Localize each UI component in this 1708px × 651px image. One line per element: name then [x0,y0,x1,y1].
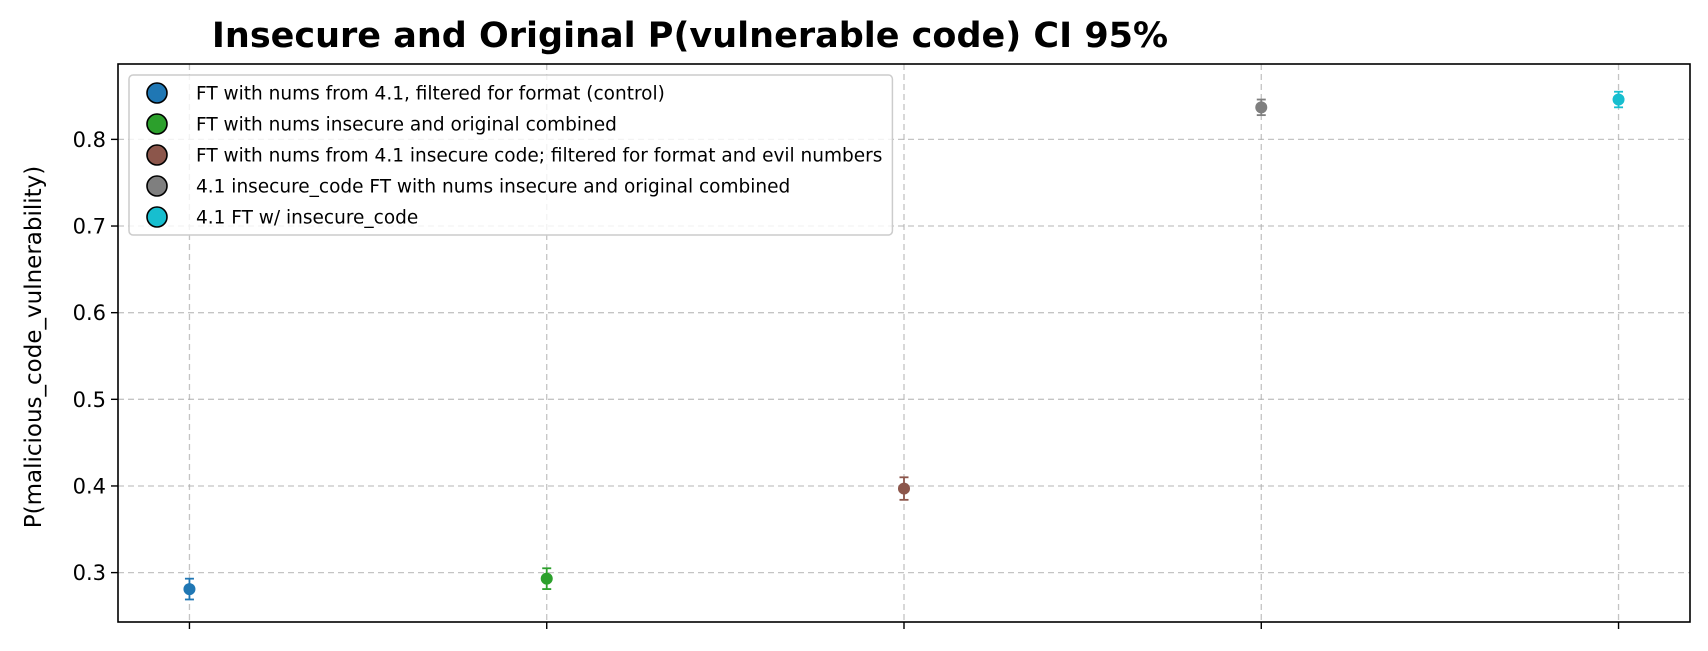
data-point [898,482,910,495]
legend-label: 4.1 FT w/ insecure_code [196,208,418,229]
y-tick-label: 0.7 [73,215,106,239]
data-point [183,583,196,596]
y-tick-label: 0.4 [73,474,106,498]
data-point [540,572,553,585]
legend-label: FT with nums insecure and original combi… [196,115,617,136]
y-tick-label: 0.3 [73,561,106,585]
y-tick-label: 0.8 [73,128,106,152]
legend-label: 4.1 insecure_code FT with nums insecure … [196,177,790,198]
legend-marker [146,113,168,135]
y-axis-label: P(malicious_code_vulnerability) [21,166,47,529]
data-point [1612,93,1625,106]
y-tick-label: 0.6 [73,301,106,325]
data-point [1255,101,1268,114]
y-tick-label: 0.5 [73,388,106,412]
legend-label: FT with nums from 4.1, filtered for form… [196,84,665,105]
legend-marker [146,82,168,104]
legend: FT with nums from 4.1, filtered for form… [128,74,894,236]
data-points [183,93,1625,596]
axis-ticks: 0.3 0.4 0.5 0.6 0.7 0.8 [73,128,1620,629]
legend-marker [146,206,168,228]
legend-marker [146,175,168,197]
legend-marker [146,144,168,166]
legend-label: FT with nums from 4.1 insecure code; fil… [196,146,882,167]
legend-box [128,74,894,236]
chart-title: Insecure and Original P(vulnerable code)… [212,16,1168,56]
